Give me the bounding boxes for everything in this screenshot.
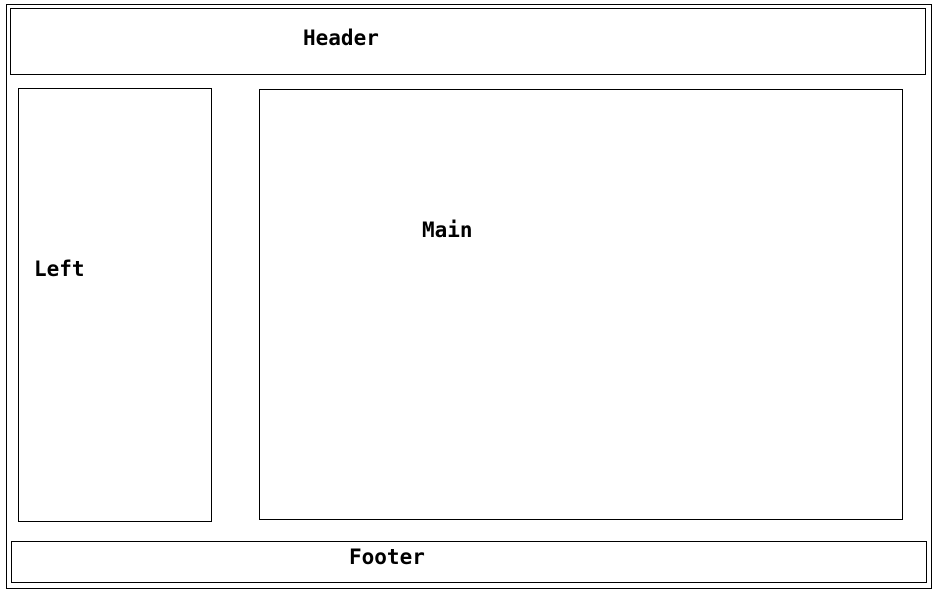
left-label: Left bbox=[34, 257, 85, 281]
main-label: Main bbox=[422, 218, 473, 242]
left-sidebar-region bbox=[18, 88, 212, 522]
main-content-region bbox=[259, 89, 903, 520]
footer-region bbox=[11, 541, 927, 583]
footer-label: Footer bbox=[349, 545, 425, 569]
header-label: Header bbox=[303, 26, 379, 50]
header-region bbox=[10, 8, 926, 75]
